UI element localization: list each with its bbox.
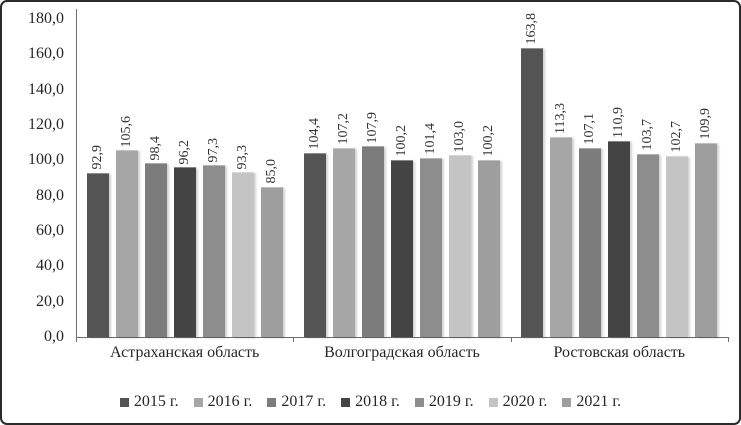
legend-item: 2021 г. xyxy=(562,393,621,411)
bar: 107,9 xyxy=(361,112,384,337)
category-labels: Астраханская область Волгоградская област… xyxy=(76,344,728,362)
bar-groups: 92,9 105,6 98,4 96,2 97,3 93,3 85,0 104,4 107,2 1… xyxy=(76,13,728,337)
bar-value-label: 93,3 xyxy=(234,144,250,170)
legend-item: 2017 г. xyxy=(267,393,326,411)
bar-value-label: 103,0 xyxy=(451,120,467,153)
bar: 101,4 xyxy=(419,123,442,337)
legend-swatch xyxy=(193,397,203,407)
y-tick-label: 40,0 xyxy=(36,257,64,275)
category-label: Волгоградская область xyxy=(324,344,480,361)
bar-value-label: 163,8 xyxy=(524,13,540,45)
legend-swatch xyxy=(119,397,129,407)
bar-value-label: 110,9 xyxy=(611,107,627,139)
bar-group: 92,9 105,6 98,4 96,2 97,3 93,3 85,0 xyxy=(76,19,293,337)
bar: 109,9 xyxy=(695,108,718,337)
plot-area: 92,9 105,6 98,4 96,2 97,3 93,3 85,0 104,4 107,2 1… xyxy=(76,13,728,337)
legend-item: 2018 г. xyxy=(341,393,400,411)
y-tick-label: 160,0 xyxy=(28,45,64,63)
bar: 103,7 xyxy=(637,119,660,337)
bar-value-label: 105,6 xyxy=(118,115,134,148)
legend: 2015 г. 2016 г. 2017 г. 2018 г. 2019 г. 2020 … xyxy=(2,393,739,411)
bar-value-label: 92,9 xyxy=(89,145,105,170)
bar-value-label: 85,0 xyxy=(263,159,279,184)
bar: 96,2 xyxy=(173,140,196,337)
y-tick-label: 80,0 xyxy=(36,186,64,204)
bar: 105,6 xyxy=(115,116,138,337)
bar: 107,1 xyxy=(579,113,602,337)
legend-item: 2020 г. xyxy=(488,393,548,411)
legend-swatch xyxy=(488,397,498,407)
legend-label: 2016 г. xyxy=(207,393,253,410)
legend-label: 2021 г. xyxy=(576,393,622,410)
bar-value-label: 104,4 xyxy=(306,118,322,150)
bar-value-label: 109,9 xyxy=(698,108,714,140)
y-axis-line xyxy=(76,9,77,341)
bar-value-label: 100,2 xyxy=(480,125,496,157)
bar: 98,4 xyxy=(144,136,167,337)
bar-value-label: 113,3 xyxy=(553,102,569,134)
legend-item: 2015 г. xyxy=(119,393,179,411)
bar-group: 163,8 113,3 107,1 110,9 103,7 102,7 109,9 xyxy=(511,13,728,337)
bar-value-label: 98,4 xyxy=(147,135,163,161)
category-label: Ростовская область xyxy=(553,344,686,361)
bar-value-label: 107,2 xyxy=(335,113,351,145)
bar: 163,8 xyxy=(521,13,544,337)
bar-group: 104,4 107,2 107,9 100,2 101,4 103,0 100,2 xyxy=(293,19,510,337)
bar-value-label: 107,1 xyxy=(582,113,598,145)
y-tick-label: 100,0 xyxy=(28,151,64,169)
bar-value-label: 100,2 xyxy=(393,125,409,157)
legend-swatch xyxy=(562,397,572,407)
legend-label: 2019 г. xyxy=(428,393,474,410)
x-axis-tick xyxy=(510,337,512,342)
bar: 85,0 xyxy=(260,159,283,337)
bar-value-label: 103,7 xyxy=(640,119,656,151)
y-tick-label: 60,0 xyxy=(36,222,64,239)
legend-item: 2019 г. xyxy=(414,393,474,411)
bar: 104,4 xyxy=(303,118,326,337)
legend-label: 2017 г. xyxy=(281,393,327,410)
bar: 102,7 xyxy=(666,121,689,337)
legend-label: 2018 г. xyxy=(355,393,400,410)
y-tick-label: 0,0 xyxy=(44,328,64,345)
bar: 92,9 xyxy=(86,145,109,337)
bar-value-label: 101,4 xyxy=(422,123,438,155)
bar-value-label: 107,9 xyxy=(364,111,380,144)
bar-value-label: 97,3 xyxy=(205,137,221,163)
bar: 110,9 xyxy=(608,107,631,337)
bar: 100,2 xyxy=(390,125,413,337)
bar: 107,2 xyxy=(332,113,355,337)
y-tick-label: 140,0 xyxy=(28,80,64,98)
category-label: Астраханская область xyxy=(110,344,260,361)
bar: 100,2 xyxy=(477,125,500,337)
legend-label: 2020 г. xyxy=(502,393,548,410)
x-axis-line xyxy=(76,337,729,338)
y-tick-label: 120,0 xyxy=(28,116,64,133)
bar: 97,3 xyxy=(202,138,225,337)
legend-swatch xyxy=(414,397,424,407)
x-axis-tick xyxy=(728,337,729,342)
legend-label: 2015 г. xyxy=(133,393,179,410)
legend-item: 2016 г. xyxy=(193,393,253,411)
legend-swatch xyxy=(341,397,351,407)
bar: 113,3 xyxy=(550,103,573,337)
x-axis-tick xyxy=(293,337,295,342)
x-axis-tick xyxy=(76,337,77,342)
legend-swatch xyxy=(267,397,277,407)
bar-value-label: 102,7 xyxy=(669,121,685,153)
y-tick-label: 20,0 xyxy=(36,292,64,310)
y-tick-label: 180,0 xyxy=(28,10,64,27)
bar: 93,3 xyxy=(231,145,254,337)
bar: 103,0 xyxy=(448,121,471,337)
bar-value-label: 96,2 xyxy=(176,139,192,165)
